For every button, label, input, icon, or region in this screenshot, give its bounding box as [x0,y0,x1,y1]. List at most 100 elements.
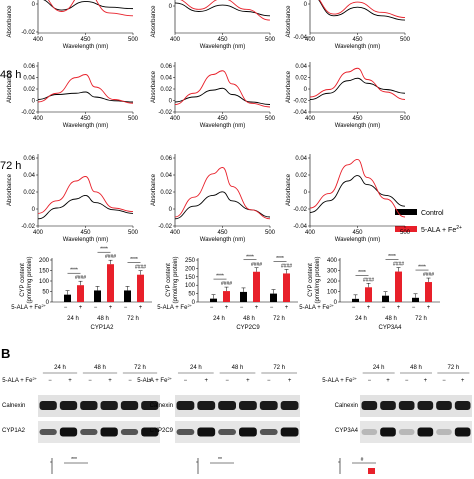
blot-treatment-text: 5-ALA + Fe [322,378,353,384]
x-tick-label: 450 [352,37,363,43]
control-bar-3 [124,290,131,302]
blot-treatment-label: 5-ALA + Fe2+ [137,376,172,384]
y-tick-label: -0.02 [293,207,307,213]
cropped-chart-2: ** [196,457,234,474]
y-tick-label: 0.02 [160,87,172,93]
spectrum-panel-r3-c3: 400 450 500 Wavelength (nm) 0.04 0.02 0 -0.02 -0… [286,154,411,243]
blot-plus-sign: + [108,378,112,384]
row-label-72h: 72 h [0,160,21,172]
bar-chart-cyp2c9: 250 200 150 100 50 0 CYP content (pmol/mg prote… [157,254,298,331]
calnexin-band [100,401,118,410]
cropped-chart-3: # [338,457,376,474]
control-spectrum-line [37,194,134,220]
y-axis-label: Absorbance [286,173,292,206]
blot-minus-sign: − [405,378,409,384]
blot-membrane-target [360,421,472,443]
significance-star-mark: **** [418,265,426,271]
y-tick-label: -0.02 [21,30,35,36]
treatment-plus-sign: + [255,305,259,311]
target-band [141,427,159,437]
bar-chart-cyp3a4: 400 300 200 100 0 CYP content (pmol/mg protein… [299,254,440,331]
y-tick-label: -0.04 [293,35,307,41]
y-axis-label: Absorbance [286,5,292,38]
y-tick-label: 0.06 [23,156,35,162]
y-axis-label: Absorbance [151,70,157,103]
y-tick-label: 50 [42,290,49,296]
treated-bar-1 [365,287,372,302]
row-label-48h: 48 h [0,69,21,81]
x-tick-label: 400 [33,116,44,122]
significance-hash-mark: #### [393,262,404,268]
target-band [436,429,452,435]
blot-timepoint-label: 24 h [190,365,202,371]
bar-chart-title: CYP1A2 [90,325,114,331]
x-axis-label: Wavelength (nm) [200,237,245,243]
treated-bar-2 [395,271,402,302]
blot-loading-control-label: Calnexin [150,403,173,409]
x-tick-label: 400 [33,230,44,236]
blot-plus-sign: + [148,378,152,384]
treated-bar-3 [283,273,290,302]
treated-spectrum-line [319,0,406,18]
bottom-cropped-charts: *** ** # [50,457,376,474]
y-axis-label: Absorbance [7,5,13,38]
y-tick-label: 200 [327,279,338,285]
legend: Control 5-ALA + Fe2+ [395,209,462,234]
x-tick-label: 400 [33,37,44,43]
y-tick-label: 0.04 [160,173,172,179]
legend-control-label: Control [421,210,444,217]
y-tick-label: -0.02 [158,110,172,116]
blot-loading-control-label: Calnexin [335,403,358,409]
treated-spectrum-line [37,74,134,104]
calnexin-band [218,401,236,410]
calnexin-band [361,401,378,410]
blot-minus-sign: − [128,378,132,384]
calnexin-band [380,401,396,410]
significance-hash-mark: #### [281,263,292,269]
treated-spectrum-line [180,0,271,21]
legend-treated-swatch [395,226,417,232]
y-tick-label: 100 [327,290,338,296]
significance-hash-mark: #### [363,277,374,283]
y-tick-label: 300 [327,269,338,275]
control-bar-1 [64,294,71,302]
treatment-label-text: 5-ALA + Fe [157,305,188,311]
target-band [380,427,396,437]
spectrum-panel-r2-c2: 400 450 500 Wavelength (nm) 0.06 0.04 0.02 0 -0.… [151,62,276,129]
treatment-plus-sign: + [367,305,371,311]
y-tick-label: -0.02 [158,224,172,230]
y-tick-label: 250 [185,258,196,264]
x-tick-label: 450 [217,37,228,43]
y-tick-label: -0.04 [293,224,307,230]
x-tick-label: 500 [128,230,139,236]
blot-timepoint-label: 72 h [134,365,146,371]
target-band [59,427,78,437]
treatment-plus-sign: + [139,305,143,311]
treated-bar-2 [107,264,114,302]
control-spectrum-line [174,2,271,17]
treated-spectrum-line [309,67,406,100]
blot-plus-sign: + [246,378,250,384]
treatment-minus-sign: − [270,305,274,311]
y-tick-label: 150 [39,269,50,275]
control-bar-2 [94,290,101,302]
y-tick-label: 0 [304,190,308,196]
calnexin-band [80,401,98,410]
y-tick-label: 150 [185,275,196,281]
treatment-minus-sign: − [382,305,386,311]
target-band [100,427,118,437]
x-axis-label: Wavelength (nm) [335,44,380,50]
y-tick-label: 0.04 [160,76,172,82]
y-tick-label: 0 [334,300,338,306]
x-tick-label: 450 [80,116,91,122]
calnexin-band [120,401,139,410]
treated-spectrum-line [174,167,271,220]
significance-star-mark: **** [70,268,78,274]
group-label: 72 h [127,316,139,322]
significance-star-mark: **** [388,254,396,260]
y-tick-label: 0.02 [295,173,307,179]
calnexin-band [59,401,78,410]
x-tick-label: 450 [217,116,228,122]
calnexin-band [141,401,159,410]
